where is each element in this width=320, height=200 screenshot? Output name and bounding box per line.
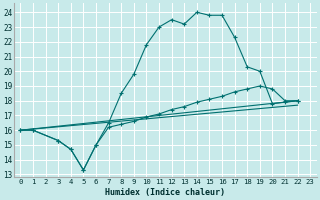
X-axis label: Humidex (Indice chaleur): Humidex (Indice chaleur): [105, 188, 225, 197]
